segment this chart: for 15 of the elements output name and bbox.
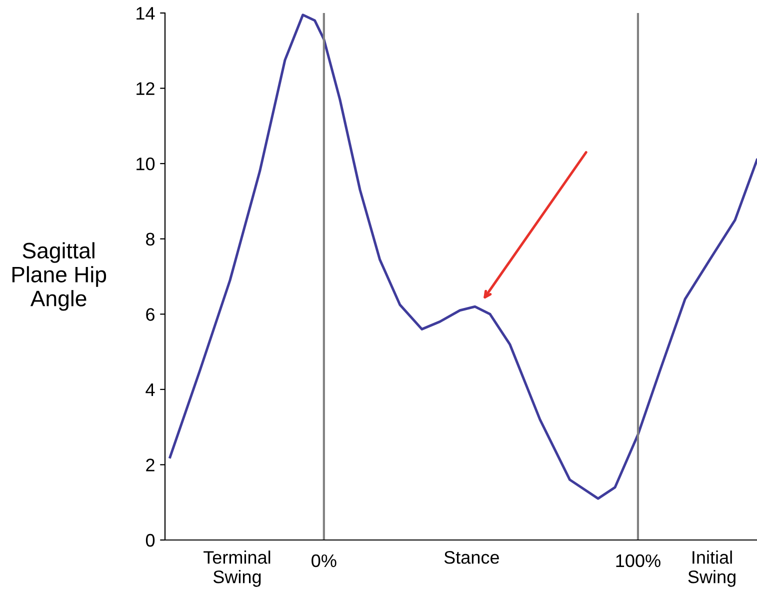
y-axis-title: Sagittal Plane Hip Angle — [12, 242, 106, 311]
y-tick-label: 2 — [146, 458, 154, 472]
text: Initial Swing — [688, 550, 736, 587]
y-tick-label: 8 — [146, 232, 154, 246]
y-tick-label: 10 — [136, 158, 155, 170]
text: Stance — [444, 551, 499, 564]
line-series — [168, 14, 757, 500]
y-tick-label: 14 — [136, 7, 155, 20]
y-tick-label: 12 — [136, 82, 154, 95]
y-tick-label: 0 — [146, 534, 155, 547]
text: Terminal Swing — [204, 550, 270, 587]
x-tick-label: 0% — [312, 554, 336, 568]
y-tick-label: 6 — [146, 308, 154, 321]
y-tick-label: 4 — [146, 384, 155, 396]
x-tick-label: 100% — [616, 554, 660, 568]
